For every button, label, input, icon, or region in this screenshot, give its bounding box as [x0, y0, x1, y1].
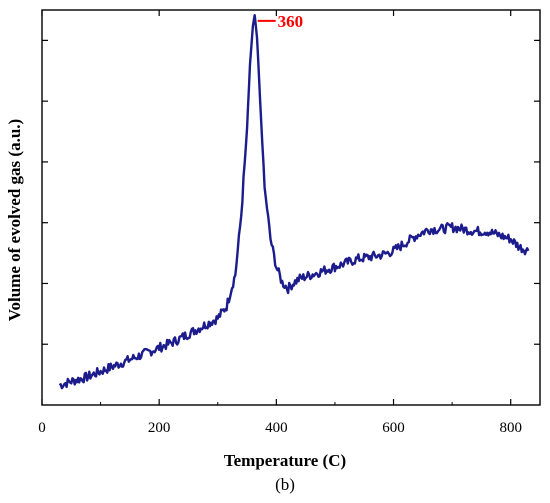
x-tick-label: 0	[38, 420, 46, 436]
annotation-layer: 360	[257, 12, 304, 31]
gas-evolution-line	[58, 13, 530, 390]
y-axis-title: Volume of evolved gas (a.u.)	[5, 119, 24, 321]
plot-frame	[41, 9, 541, 406]
x-tick-label: 600	[382, 420, 405, 436]
y-ticks	[42, 39, 540, 345]
series-layer	[58, 13, 530, 390]
x-tick-label: 400	[265, 420, 288, 436]
axes	[41, 9, 541, 406]
x-ticks: 0 200 400 600 800	[38, 10, 522, 436]
x-tick-label: 200	[148, 420, 171, 436]
panel-label: (b)	[275, 475, 295, 494]
annotation-label: 360	[278, 12, 304, 31]
x-axis-title: Temperature (C)	[224, 451, 346, 470]
x-tick-label: 800	[499, 420, 522, 436]
